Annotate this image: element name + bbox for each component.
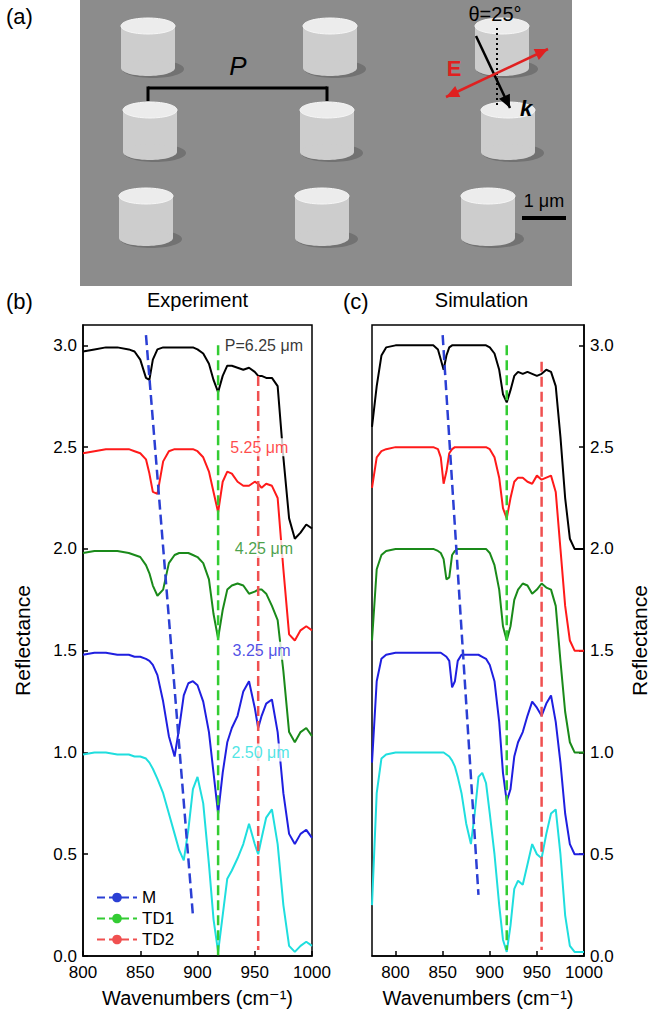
svg-text:2.0: 2.0: [590, 539, 614, 558]
svg-text:1.5: 1.5: [590, 641, 614, 660]
svg-text:3.25 μm: 3.25 μm: [233, 642, 291, 659]
svg-text:800: 800: [69, 963, 97, 982]
svg-text:900: 900: [183, 963, 211, 982]
svg-text:θ=25°: θ=25°: [468, 3, 521, 25]
svg-text:Wavenumbers (cm⁻¹): Wavenumbers (cm⁻¹): [383, 987, 574, 1009]
svg-text:(b): (b): [6, 289, 33, 314]
svg-text:k: k: [520, 96, 534, 121]
svg-text:E: E: [447, 56, 462, 81]
svg-text:Reflectance: Reflectance: [11, 585, 34, 696]
svg-text:TD2: TD2: [142, 930, 174, 949]
svg-text:0.0: 0.0: [590, 946, 614, 966]
svg-text:4.25 μm: 4.25 μm: [235, 540, 293, 557]
svg-text:1000: 1000: [565, 963, 603, 982]
svg-text:2.0: 2.0: [53, 539, 77, 558]
svg-text:1000: 1000: [293, 963, 331, 982]
svg-text:Simulation: Simulation: [435, 289, 528, 311]
svg-text:1.0: 1.0: [53, 743, 77, 762]
svg-text:0.5: 0.5: [590, 845, 614, 864]
svg-text:2.5: 2.5: [590, 438, 614, 457]
svg-text:P=6.25 μm: P=6.25 μm: [225, 337, 303, 354]
svg-text:850: 850: [428, 963, 456, 982]
svg-text:P: P: [229, 51, 247, 81]
svg-text:800: 800: [381, 963, 409, 982]
svg-text:2.5: 2.5: [53, 438, 77, 457]
svg-text:(a): (a): [6, 4, 33, 29]
svg-text:Reflectance: Reflectance: [628, 585, 651, 696]
svg-text:1.5: 1.5: [53, 641, 77, 660]
svg-text:5.25 μm: 5.25 μm: [230, 439, 288, 456]
svg-text:3.0: 3.0: [53, 336, 77, 355]
svg-text:0.0: 0.0: [53, 946, 77, 966]
svg-text:2.50 μm: 2.50 μm: [231, 744, 289, 761]
svg-text:M: M: [142, 888, 156, 907]
svg-text:950: 950: [241, 963, 269, 982]
svg-text:Experiment: Experiment: [147, 289, 249, 311]
svg-text:850: 850: [126, 963, 154, 982]
svg-text:1.0: 1.0: [590, 743, 614, 762]
svg-text:950: 950: [523, 963, 551, 982]
svg-text:(c): (c): [343, 289, 369, 314]
svg-text:Wavenumbers (cm⁻¹): Wavenumbers (cm⁻¹): [102, 987, 293, 1009]
svg-text:900: 900: [476, 963, 504, 982]
svg-text:3.0: 3.0: [590, 336, 614, 355]
svg-text:0.5: 0.5: [53, 845, 77, 864]
svg-text:1 μm: 1 μm: [524, 191, 564, 211]
svg-text:TD1: TD1: [142, 909, 174, 928]
